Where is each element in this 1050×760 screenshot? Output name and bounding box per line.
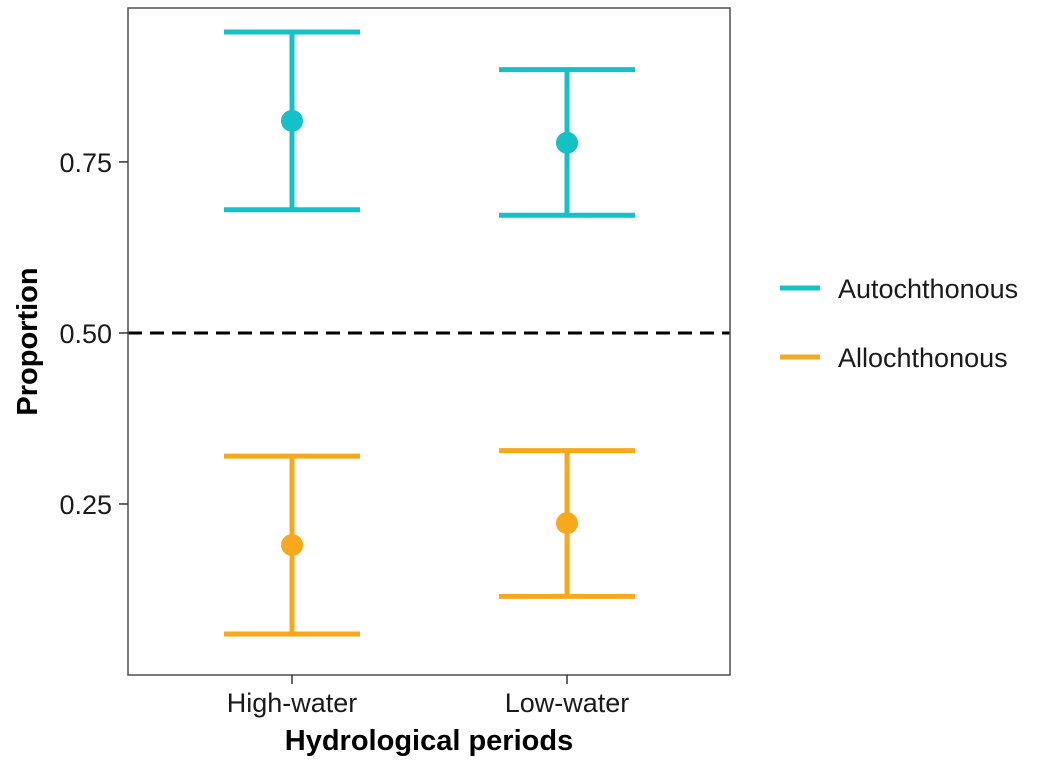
legend: Autochthonous Allochthonous (780, 274, 1018, 373)
point-allochthonous-high-water (281, 534, 303, 557)
point-autochthonous-high-water (281, 109, 303, 132)
x-tick-label: High-water (227, 688, 358, 718)
x-axis-title: Hydrological periods (285, 725, 573, 757)
y-tick-label: 0.25 (59, 490, 112, 520)
plot-marks (128, 29, 730, 637)
legend-label-allochthonous: Allochthonous (838, 343, 1008, 373)
y-axis-title: Proportion (12, 267, 44, 415)
x-axis: High-water Low-water (227, 675, 630, 718)
y-axis: 0.25 0.50 0.75 (59, 148, 128, 520)
y-tick-label: 0.50 (59, 319, 112, 349)
x-tick-label: Low-water (505, 688, 630, 718)
point-autochthonous-low-water (556, 131, 578, 154)
plot-panel-border (127, 7, 731, 676)
y-tick-label: 0.75 (59, 148, 112, 178)
legend-label-autochthonous: Autochthonous (838, 274, 1018, 304)
point-allochthonous-low-water (556, 512, 578, 535)
